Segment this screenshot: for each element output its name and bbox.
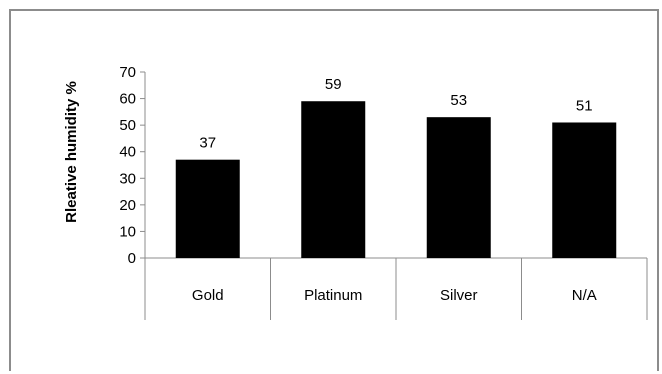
data-label: 53 bbox=[450, 92, 467, 109]
chart-frame bbox=[9, 9, 659, 371]
y-tick-label: 70 bbox=[119, 64, 136, 81]
y-tick-label: 10 bbox=[119, 223, 136, 240]
category-labels: Gold Platinum Silver N/A bbox=[192, 287, 597, 304]
y-axis-title: Rleative humidity % bbox=[63, 81, 80, 223]
y-tick-label: 40 bbox=[119, 144, 136, 161]
bar bbox=[552, 122, 617, 258]
category-label: Silver bbox=[440, 287, 478, 304]
data-label: 59 bbox=[325, 76, 342, 93]
bar bbox=[175, 159, 240, 258]
y-tick-label: 0 bbox=[128, 250, 136, 267]
y-tick-label: 50 bbox=[119, 117, 136, 134]
data-label: 51 bbox=[576, 97, 593, 114]
category-label: N/A bbox=[572, 287, 597, 304]
data-labels: 37 59 53 51 bbox=[199, 76, 592, 151]
bars bbox=[175, 101, 617, 259]
y-tick-label: 20 bbox=[119, 197, 136, 214]
category-label: Gold bbox=[192, 287, 224, 304]
category-label: Platinum bbox=[304, 287, 362, 304]
bar bbox=[301, 101, 366, 258]
data-label: 37 bbox=[199, 135, 216, 152]
y-tick-label: 30 bbox=[119, 170, 136, 187]
bar bbox=[426, 117, 491, 259]
y-ticks: 0 10 20 30 40 50 60 70 bbox=[119, 64, 145, 267]
y-tick-label: 60 bbox=[119, 91, 136, 108]
